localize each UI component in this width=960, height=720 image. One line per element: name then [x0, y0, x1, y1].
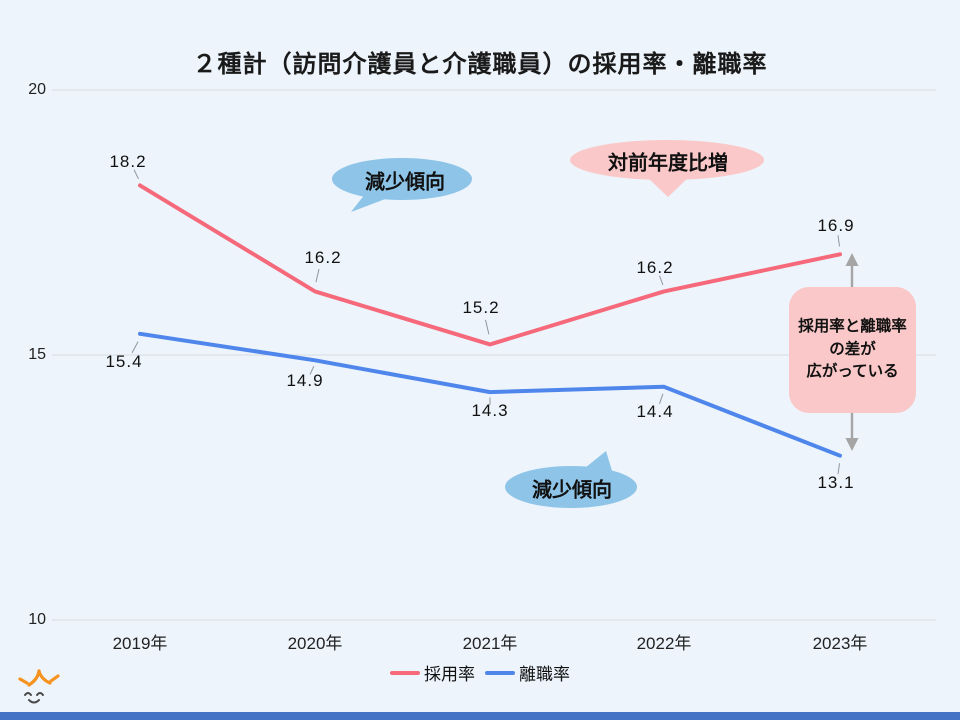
label-leader-line [309, 365, 315, 375]
mascot-logo-icon [18, 669, 60, 704]
label-leader-line [133, 169, 140, 180]
chart-title: ２種計（訪問介護員と介護職員）の採用率・離職率 [192, 51, 768, 78]
label-leader-line [315, 268, 320, 283]
legend-swatch [390, 670, 420, 675]
label-leader-line [659, 275, 664, 286]
legend-item: 採用率 [390, 660, 475, 685]
legend-swatch [485, 670, 515, 675]
label-leader-line [485, 319, 490, 335]
label-leader-line [837, 235, 841, 247]
series-line-hire-rate [138, 183, 842, 347]
speech-bubble-increase [570, 140, 764, 197]
label-leader-line [659, 393, 664, 404]
label-leader-line [131, 341, 139, 354]
bubble-increase-label: 対前年度比増 [608, 152, 728, 175]
speech-bubble-decline-top [332, 158, 472, 212]
speech-bubble-decline-bottom [505, 451, 637, 508]
footer-accent-bar [0, 712, 960, 720]
bubble-decline-bottom-label: 減少傾向 [532, 479, 612, 502]
legend-label: 離職率 [519, 665, 570, 684]
note-box: 採用率と離職率 の差が 広がっている [789, 287, 916, 413]
legend-label: 採用率 [424, 665, 475, 684]
legend: 採用率 離職率 [0, 660, 960, 685]
series-line-turnover-rate [138, 331, 842, 458]
note-box-text: 採用率と離職率 の差が 広がっている [798, 318, 907, 381]
bubble-decline-top-label: 減少傾向 [365, 171, 445, 194]
label-leader-line [837, 463, 841, 475]
legend-item: 離職率 [485, 660, 570, 685]
